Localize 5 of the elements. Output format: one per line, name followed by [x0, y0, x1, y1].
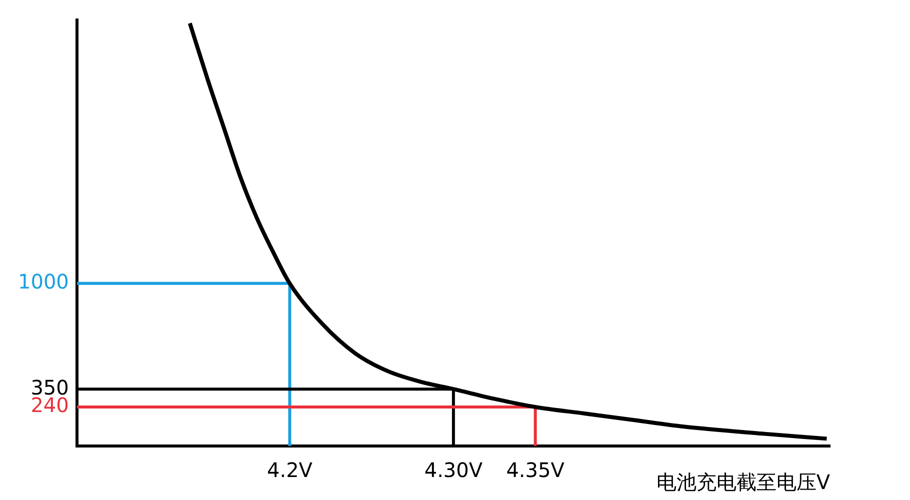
x-axis-title: 电池充电截至电压V [656, 470, 830, 494]
y-tick-label: 1000 [18, 270, 69, 294]
x-tick-label: 4.2V [266, 458, 313, 482]
x-tick-label: 4.35V [506, 458, 565, 482]
x-tick-label: 4.30V [424, 458, 483, 482]
